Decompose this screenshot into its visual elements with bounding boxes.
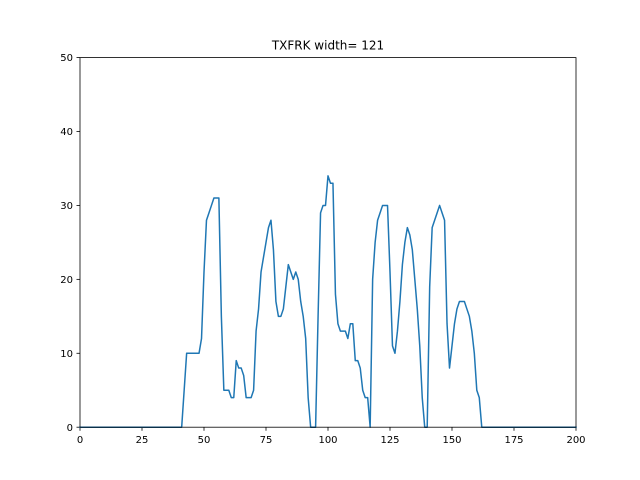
plot-frame bbox=[79, 57, 577, 428]
x-tick-label: 100 bbox=[318, 435, 337, 446]
series-line bbox=[79, 175, 577, 428]
x-tick-label: 200 bbox=[566, 435, 585, 446]
y-tick-label: 20 bbox=[60, 275, 73, 286]
x-tick-label: 0 bbox=[77, 435, 83, 446]
x-tick-label: 175 bbox=[504, 435, 523, 446]
x-tick-label: 75 bbox=[260, 435, 273, 446]
x-tick-label: 150 bbox=[442, 435, 461, 446]
y-axis-ticks: 0 10 20 30 40 50 bbox=[60, 53, 80, 434]
chart-title: TXFRK width= 121 bbox=[271, 39, 384, 53]
x-tick-label: 25 bbox=[136, 435, 149, 446]
y-tick-label: 40 bbox=[60, 127, 73, 138]
x-tick-label: 50 bbox=[198, 435, 211, 446]
y-tick-label: 50 bbox=[60, 53, 73, 64]
y-tick-label: 30 bbox=[60, 201, 73, 212]
y-tick-label: 10 bbox=[60, 349, 73, 360]
series-layer bbox=[79, 175, 577, 428]
y-tick-label: 0 bbox=[67, 423, 73, 434]
x-tick-label: 125 bbox=[380, 435, 399, 446]
